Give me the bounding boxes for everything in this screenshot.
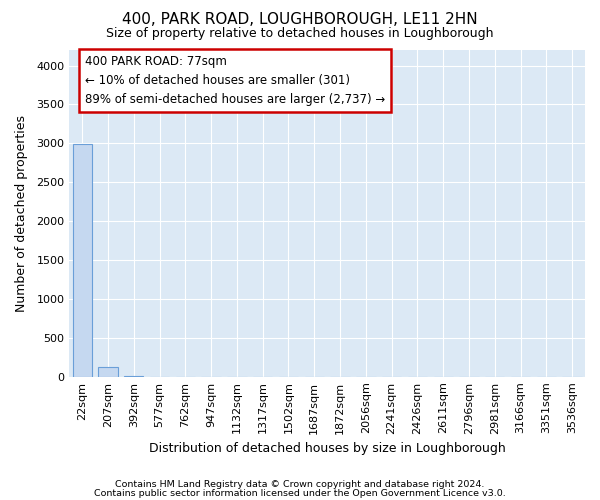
Bar <box>73 144 92 376</box>
Text: 400 PARK ROAD: 77sqm
← 10% of detached houses are smaller (301)
89% of semi-deta: 400 PARK ROAD: 77sqm ← 10% of detached h… <box>85 55 385 106</box>
X-axis label: Distribution of detached houses by size in Loughborough: Distribution of detached houses by size … <box>149 442 506 455</box>
Text: 400, PARK ROAD, LOUGHBOROUGH, LE11 2HN: 400, PARK ROAD, LOUGHBOROUGH, LE11 2HN <box>122 12 478 28</box>
Y-axis label: Number of detached properties: Number of detached properties <box>15 115 28 312</box>
Text: Size of property relative to detached houses in Loughborough: Size of property relative to detached ho… <box>106 28 494 40</box>
Text: Contains HM Land Registry data © Crown copyright and database right 2024.: Contains HM Land Registry data © Crown c… <box>115 480 485 489</box>
Text: Contains public sector information licensed under the Open Government Licence v3: Contains public sector information licen… <box>94 488 506 498</box>
Bar <box>98 368 118 376</box>
